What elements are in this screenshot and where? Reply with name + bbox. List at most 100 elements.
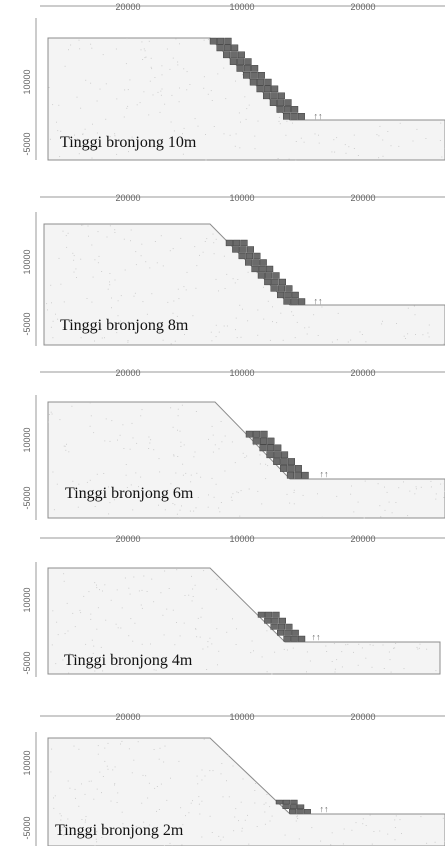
soil-speckle xyxy=(85,643,87,645)
soil-speckle xyxy=(88,235,89,237)
soil-speckle xyxy=(109,284,111,286)
soil-speckle xyxy=(143,48,145,50)
gabion-block xyxy=(266,451,274,459)
panel-gabion-10m: 20000 10000 20000 10000 -5000 ↑↑ Tinggi … xyxy=(0,0,445,170)
soil-speckle xyxy=(124,577,126,579)
soil-speckle xyxy=(178,101,180,103)
soil-speckle xyxy=(261,656,263,658)
soil-speckle xyxy=(289,502,291,504)
soil-speckle xyxy=(101,792,102,794)
soil-speckle xyxy=(130,240,131,242)
panel-gabion-8m: 20000 10000 20000 10000 -5000 ↑↑ Tinggi … xyxy=(0,190,445,360)
gabion-block xyxy=(260,430,268,438)
soil-speckle xyxy=(190,481,192,483)
soil-speckle xyxy=(382,139,384,141)
top-axis-tick-label: 20000 xyxy=(350,712,375,722)
soil-speckle xyxy=(344,144,346,146)
soil-speckle xyxy=(420,816,422,818)
soil-speckle xyxy=(264,811,266,813)
soil-speckle xyxy=(64,445,66,447)
soil-speckle xyxy=(177,61,179,63)
soil-speckle xyxy=(234,462,236,464)
soil-speckle xyxy=(259,463,261,465)
soil-speckle xyxy=(136,104,138,106)
soil-speckle xyxy=(213,496,215,498)
soil-speckle xyxy=(164,103,166,105)
soil-speckle xyxy=(111,307,112,309)
soil-speckle xyxy=(85,819,86,821)
soil-speckle xyxy=(67,630,69,632)
soil-speckle xyxy=(130,484,132,486)
soil-speckle xyxy=(120,324,122,325)
soil-speckle xyxy=(85,79,87,81)
gabion-block xyxy=(224,37,232,45)
soil-speckle xyxy=(172,426,174,428)
soil-speckle xyxy=(205,134,206,135)
gabion-block xyxy=(294,471,302,479)
soil-speckle xyxy=(74,626,76,628)
soil-speckle xyxy=(177,429,178,431)
soil-speckle xyxy=(365,825,367,826)
soil-speckle xyxy=(224,470,226,472)
soil-speckle xyxy=(394,839,396,841)
soil-speckle xyxy=(91,301,93,303)
soil-speckle xyxy=(127,341,129,343)
soil-speckle xyxy=(440,483,442,485)
soil-speckle xyxy=(91,157,93,159)
soil-speckle xyxy=(99,589,100,591)
soil-speckle xyxy=(99,771,101,773)
soil-speckle xyxy=(388,501,390,503)
top-axis-tick-label: 10000 xyxy=(229,2,254,12)
gabion-block xyxy=(231,44,239,52)
soil-speckle xyxy=(122,424,124,426)
gabion-block xyxy=(290,298,298,305)
soil-speckle xyxy=(68,451,70,453)
soil-speckle xyxy=(101,271,103,272)
soil-speckle xyxy=(208,438,209,440)
soil-speckle xyxy=(62,659,64,661)
soil-speckle xyxy=(359,331,361,333)
soil-speckle xyxy=(211,832,213,833)
gabion-block xyxy=(264,78,272,86)
soil-speckle xyxy=(48,421,49,423)
soil-speckle xyxy=(176,660,178,662)
gabion-block xyxy=(249,78,257,86)
soil-speckle xyxy=(72,612,74,614)
soil-speckle xyxy=(105,619,107,621)
left-axis-tick-label: 10000 xyxy=(22,249,32,274)
soil-speckle xyxy=(49,138,51,140)
soil-speckle xyxy=(336,339,338,341)
soil-speckle xyxy=(76,96,78,98)
gabion-block xyxy=(252,259,260,266)
soil-speckle xyxy=(203,570,205,572)
gabion-block xyxy=(277,629,285,636)
top-axis-tick-label: 10000 xyxy=(229,534,254,544)
panel-caption: Tinggi bronjong 4m xyxy=(64,652,193,669)
soil-speckle xyxy=(246,108,248,110)
soil-speckle xyxy=(175,38,177,40)
soil-speckle xyxy=(277,158,279,159)
soil-speckle xyxy=(145,261,147,263)
soil-speckle xyxy=(189,510,191,512)
soil-speckle xyxy=(51,644,53,646)
soil-speckle xyxy=(227,755,229,757)
soil-speckle xyxy=(195,628,197,630)
soil-speckle xyxy=(182,463,184,465)
soil-speckle xyxy=(215,324,217,326)
soil-speckle xyxy=(244,819,246,821)
soil-speckle xyxy=(272,321,273,323)
soil-speckle xyxy=(129,79,131,81)
soil-speckle xyxy=(78,805,80,807)
soil-speckle xyxy=(160,783,162,785)
soil-speckle xyxy=(83,595,85,597)
soil-speckle xyxy=(169,68,171,70)
gabion-block xyxy=(290,635,298,642)
soil-speckle xyxy=(170,343,172,345)
soil-speckle xyxy=(44,343,46,345)
gabion-block xyxy=(277,92,285,100)
soil-speckle xyxy=(62,827,64,829)
soil-speckle xyxy=(57,318,59,320)
gabion-block xyxy=(283,106,291,113)
soil-speckle xyxy=(60,819,62,821)
